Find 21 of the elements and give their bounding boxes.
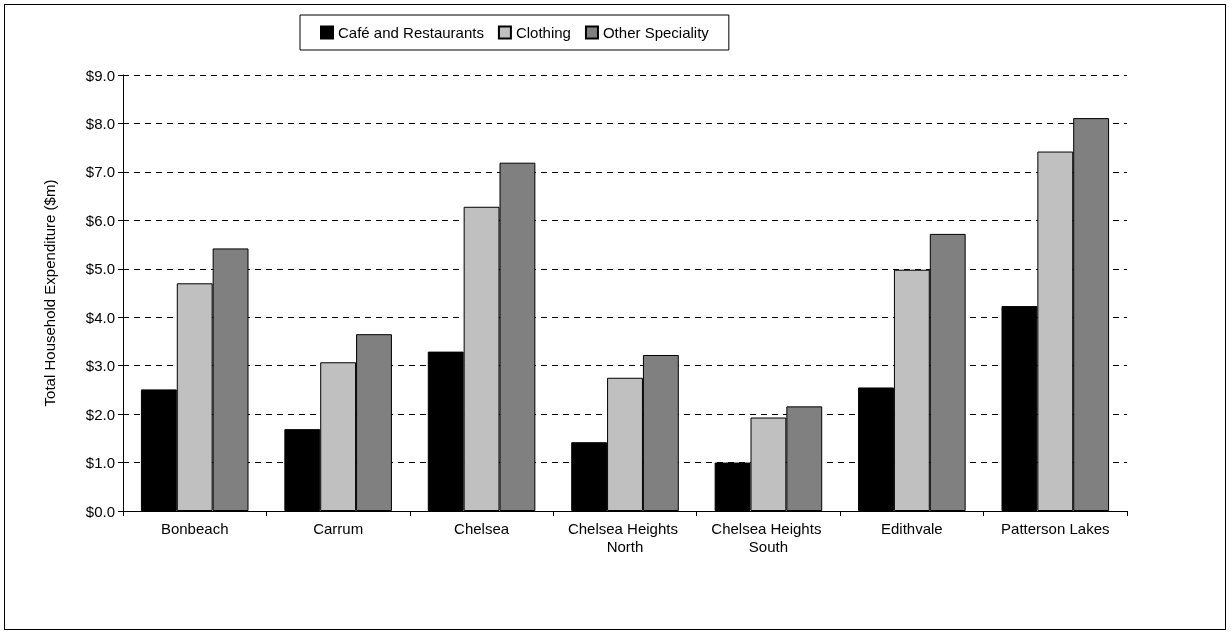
y-tick-label: $8.0 [85,114,115,132]
x-tick-label: Carrum [313,519,364,537]
y-axis-title: Total Household Expenditure ($m) [41,179,58,407]
y-tick-label: $0.0 [85,502,115,520]
y-tick-label: $5.0 [85,260,115,278]
x-tick-label: Edithvale [881,519,943,537]
y-tick-label: $7.0 [85,163,115,181]
y-tick-label: $9.0 [85,66,115,84]
y-tick-label: $6.0 [85,211,115,229]
legend-label: Other Speciality [602,24,710,41]
x-tick-label: Chelsea [454,519,510,537]
legend-label: Café and Restaurants [338,24,484,41]
x-tick-label: Bonbeach [160,519,229,537]
x-tick-label: Chelsea Heights North [567,519,683,555]
y-tick-label: $2.0 [85,405,115,423]
y-tick-label: $4.0 [85,308,115,326]
x-tick-label: Chelsea Heights South [711,519,826,555]
y-tick-label: $3.0 [85,357,115,375]
legend-label: Clothing [515,24,571,41]
y-tick-label: $1.0 [85,454,115,472]
x-tick-label: Patterson Lakes [1001,519,1110,537]
